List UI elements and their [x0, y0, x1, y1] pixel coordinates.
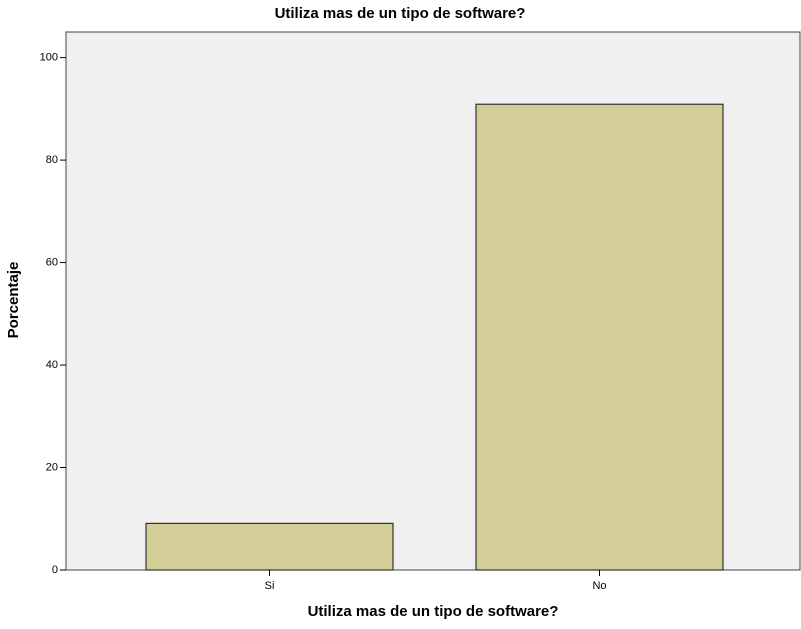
x-tick-label: Si — [265, 580, 275, 592]
x-tick-label: No — [592, 580, 606, 592]
bar — [475, 103, 724, 571]
chart-title: Utiliza mas de un tipo de software? — [275, 5, 526, 22]
y-tick-label: 60 — [46, 256, 58, 268]
x-axis-label: Utiliza mas de un tipo de software? — [308, 603, 559, 620]
y-tick-label: 40 — [46, 359, 58, 371]
y-tick-label: 20 — [46, 461, 58, 473]
y-tick-label: 100 — [40, 52, 58, 64]
y-tick-label: 80 — [46, 154, 58, 166]
bar — [145, 522, 394, 571]
y-axis-label: Porcentaje — [5, 262, 22, 339]
y-tick-label: 0 — [52, 564, 58, 576]
